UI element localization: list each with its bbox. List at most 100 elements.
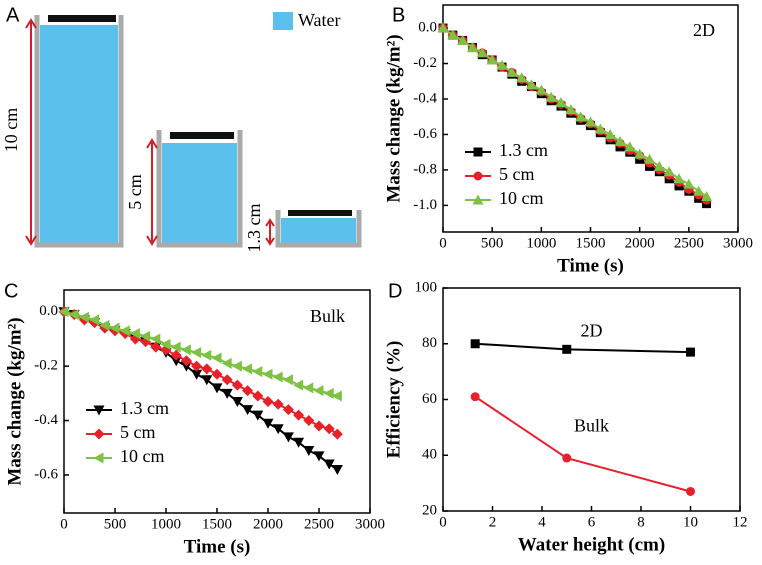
marker	[191, 347, 202, 359]
legend-marker	[472, 194, 484, 205]
marker	[140, 330, 151, 342]
marker	[242, 405, 254, 416]
marker	[282, 404, 294, 416]
x-axis-title: Water height (cm)	[518, 534, 665, 555]
y-tick-label: 60	[422, 391, 437, 407]
marker	[262, 418, 274, 429]
y-tick-label: -0.2	[413, 55, 437, 71]
annotation: 2D	[693, 20, 715, 40]
x-tick-label: 2	[489, 514, 497, 530]
marker	[467, 42, 478, 53]
marker	[221, 388, 233, 399]
marker	[614, 136, 626, 147]
y-tick-label: 0.0	[418, 19, 437, 35]
panel-label: D	[388, 280, 402, 302]
marker	[313, 385, 324, 397]
marker	[282, 374, 293, 386]
marker	[585, 116, 596, 127]
marker	[191, 360, 203, 372]
series-line	[63, 310, 338, 471]
x-tick-label: 0	[60, 516, 68, 532]
y-tick-label: -0.8	[413, 161, 437, 177]
marker	[686, 347, 695, 357]
y-tick-label: 20	[422, 502, 437, 518]
legend-label: 1.3 cm	[120, 398, 169, 418]
container	[275, 210, 362, 248]
panel-label: B	[392, 4, 405, 26]
marker	[683, 178, 695, 189]
arrow-heads	[146, 138, 158, 246]
marker	[191, 369, 203, 380]
x-tick-label: 4	[538, 514, 546, 530]
marker	[221, 374, 233, 386]
marker	[293, 409, 305, 421]
marker	[282, 432, 294, 443]
x-tick-label: 1500	[202, 516, 232, 532]
chart: 0 500 1000 1500 2000 2500 3000 0.0 -0.2 -0.4 -0.6 T…	[4, 280, 385, 557]
y-tick-label: -0.6	[34, 466, 58, 482]
marker	[604, 128, 616, 139]
marker	[535, 84, 547, 95]
marker	[211, 352, 222, 364]
marker	[496, 59, 508, 70]
marker	[663, 166, 675, 177]
annotation: Bulk	[310, 306, 345, 326]
marker	[470, 392, 480, 402]
water	[40, 25, 118, 243]
lid	[288, 210, 352, 216]
marker	[58, 306, 69, 318]
y-tick-label: 100	[415, 279, 438, 295]
series-line	[63, 310, 338, 398]
panel-a: A Water 10 cm 5 cm 1.3 cm	[1, 4, 362, 253]
marker	[252, 410, 264, 421]
marker	[303, 382, 314, 394]
marker	[109, 322, 120, 334]
marker	[211, 383, 223, 394]
marker	[272, 371, 283, 383]
marker	[78, 311, 89, 323]
chart: 0 2 4 6 8 10 12 20 40 60 80 100 Water height (cm) Eff…	[383, 279, 747, 555]
marker	[516, 72, 528, 83]
marker	[634, 148, 646, 159]
y-axis-title: Efficiency (%)	[383, 341, 404, 459]
legend-swatch	[273, 12, 293, 30]
marker	[231, 360, 242, 372]
panel-label: A	[6, 4, 20, 26]
x-tick-label: 0	[439, 514, 447, 530]
marker	[437, 22, 449, 33]
legend-label: 10 cm	[499, 188, 544, 208]
marker	[272, 424, 284, 435]
marker	[526, 79, 537, 90]
marker	[180, 344, 191, 356]
marker	[150, 333, 161, 345]
marker	[293, 437, 305, 448]
marker	[170, 341, 181, 353]
marker	[242, 363, 253, 375]
marker	[457, 34, 469, 45]
x-tick-label: 3000	[355, 516, 385, 532]
x-tick-label: 0	[439, 235, 447, 251]
marker	[555, 97, 567, 108]
lid	[170, 132, 234, 139]
height-label: 5 cm	[125, 174, 145, 210]
marker	[119, 325, 130, 337]
marker	[653, 160, 665, 171]
x-tick-label: 2500	[674, 235, 704, 251]
x-tick-label: 10	[683, 514, 698, 530]
marker	[201, 375, 213, 386]
y-axis-title: Mass change (kg/m²)	[4, 317, 25, 485]
lid	[48, 15, 116, 22]
y-tick-label: 40	[422, 447, 437, 463]
x-tick-label: 2000	[253, 516, 283, 532]
marker	[150, 341, 162, 353]
marker	[313, 420, 325, 432]
series-line	[63, 310, 338, 435]
marker	[486, 54, 498, 65]
marker	[575, 111, 587, 122]
marker	[211, 368, 223, 380]
panel-label: C	[4, 280, 18, 302]
marker	[686, 486, 695, 496]
marker	[201, 363, 213, 375]
marker	[262, 368, 273, 380]
marker	[303, 445, 315, 456]
